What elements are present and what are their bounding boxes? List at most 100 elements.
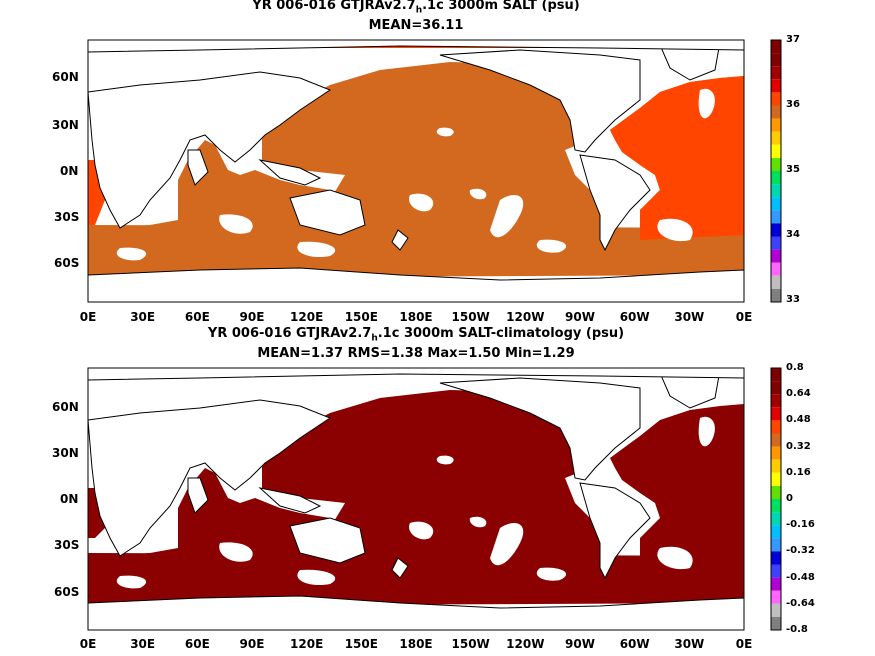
panel2-frame <box>87 367 745 631</box>
colorbar-swatch <box>771 459 781 473</box>
p1-lat-30s: 30S <box>54 210 80 224</box>
colorbar-tick-label: -0.32 <box>786 545 815 557</box>
p2-lat-30n: 30N <box>52 446 79 460</box>
p2-lat-60n: 60N <box>52 400 79 414</box>
colorbar-swatch <box>771 105 781 119</box>
colorbar-swatch <box>771 472 781 486</box>
colorbar-tick-label: -0.48 <box>786 571 815 583</box>
colorbar-swatch <box>771 420 781 434</box>
colorbar-swatch <box>771 446 781 460</box>
colorbar-tick-label: 0.32 <box>786 440 811 452</box>
colorbar-swatch <box>771 499 781 513</box>
colorbar-swatch <box>771 381 781 395</box>
panel1-colorbar <box>770 39 782 303</box>
colorbar-swatch <box>771 275 781 289</box>
colorbar-tick-label: 0 <box>786 493 793 504</box>
colorbar-swatch <box>771 184 781 198</box>
panel2-title: YR 006-016 GTJRAv2.7h.1c 3000m SALT-clim… <box>207 326 625 344</box>
lon-tick-label: 150W <box>451 637 490 651</box>
colorbar-tick-label: 35 <box>786 164 800 175</box>
lon-tick-label: 180E <box>399 310 433 324</box>
lon-tick-label: 60W <box>619 310 650 324</box>
panel1-stats: MEAN=36.11 <box>368 18 464 33</box>
colorbar-swatch <box>771 262 781 276</box>
lon-tick-label: 90E <box>239 310 265 324</box>
colorbar-frame <box>770 367 782 631</box>
colorbar-tick-label: 0.16 <box>786 466 811 478</box>
colorbar-swatch <box>771 433 781 447</box>
colorbar-swatch <box>771 223 781 237</box>
lon-tick-label: 150W <box>451 310 490 324</box>
colorbar-swatch <box>771 40 781 54</box>
colorbar-swatch <box>771 131 781 145</box>
lon-tick-label: 90W <box>565 310 595 324</box>
panel1-frame <box>87 39 745 303</box>
lon-tick-label: 60E <box>184 637 210 651</box>
p1-lat-0n: 0N <box>60 164 79 178</box>
p2-lat-60s: 60S <box>54 585 80 599</box>
colorbar-swatch <box>771 407 781 421</box>
colorbar-swatch <box>771 590 781 604</box>
colorbar-tick-label: 0.64 <box>786 388 811 400</box>
panel2-map <box>88 368 744 630</box>
lon-tick-label: 180E <box>399 637 433 651</box>
colorbar-swatch <box>771 538 781 552</box>
colorbar-swatch <box>771 616 781 630</box>
panel2-colorbar <box>770 367 782 631</box>
lon-tick-label: 60E <box>184 310 210 324</box>
p1-lat-60n: 60N <box>52 70 79 84</box>
colorbar-tick-label: -0.8 <box>786 624 808 635</box>
lon-tick-label: 120W <box>506 637 545 651</box>
colorbar-swatch <box>771 236 781 250</box>
panel1-map <box>88 40 744 302</box>
colorbar-swatch <box>771 210 781 224</box>
lon-tick-label: 30W <box>674 637 705 651</box>
lon-tick-label: 0E <box>79 637 97 651</box>
p2-lat-0n: 0N <box>60 492 79 506</box>
colorbar-swatch <box>771 249 781 263</box>
colorbar-swatch <box>771 197 781 211</box>
colorbar-tick-label: -0.64 <box>786 597 815 609</box>
lon-tick-label: 30E <box>130 637 156 651</box>
colorbar-swatch <box>771 551 781 565</box>
colorbar-swatch <box>771 577 781 591</box>
lon-tick-label: 30W <box>674 310 705 324</box>
colorbar-swatch <box>771 171 781 185</box>
colorbar-swatch <box>771 485 781 499</box>
colorbar-swatch <box>771 66 781 80</box>
colorbar-tick-label: 0.8 <box>786 362 804 373</box>
colorbar-frame <box>770 39 782 303</box>
colorbar-tick-label: 34 <box>786 229 800 240</box>
lon-tick-label: 150E <box>344 637 378 651</box>
colorbar-swatch <box>771 53 781 67</box>
lon-tick-label: 120E <box>290 310 324 324</box>
panel1-title: YR 006-016 GTJRAv2.7h.1c 3000m SALT (psu… <box>252 0 580 16</box>
p1-lat-60s: 60S <box>54 256 80 270</box>
lon-tick-label: 30E <box>130 310 156 324</box>
lon-tick-label: 150E <box>344 310 378 324</box>
lon-tick-label: 0E <box>735 310 753 324</box>
lon-tick-label: 60W <box>619 637 650 651</box>
lon-tick-label: 90W <box>565 637 595 651</box>
colorbar-tick-label: 36 <box>786 99 800 110</box>
lon-tick-label: 0E <box>79 310 97 324</box>
p2-lat-30s: 30S <box>54 538 80 552</box>
lon-tick-label: 120E <box>290 637 324 651</box>
colorbar-swatch <box>771 603 781 617</box>
colorbar-swatch <box>771 512 781 526</box>
panel2-stats: MEAN=1.37 RMS=1.38 Max=1.50 Min=1.29 <box>257 346 575 361</box>
colorbar-swatch <box>771 144 781 158</box>
colorbar-swatch <box>771 118 781 132</box>
lon-tick-label: 120W <box>506 310 545 324</box>
colorbar-swatch <box>771 394 781 408</box>
colorbar-swatch <box>771 288 781 302</box>
colorbar-swatch <box>771 368 781 382</box>
colorbar-swatch <box>771 92 781 106</box>
colorbar-tick-label: 33 <box>786 294 800 305</box>
lon-tick-label: 90E <box>239 637 265 651</box>
colorbar-swatch <box>771 564 781 578</box>
colorbar-tick-label: -0.16 <box>786 519 815 531</box>
colorbar-swatch <box>771 157 781 171</box>
lon-tick-label: 0E <box>735 637 753 651</box>
